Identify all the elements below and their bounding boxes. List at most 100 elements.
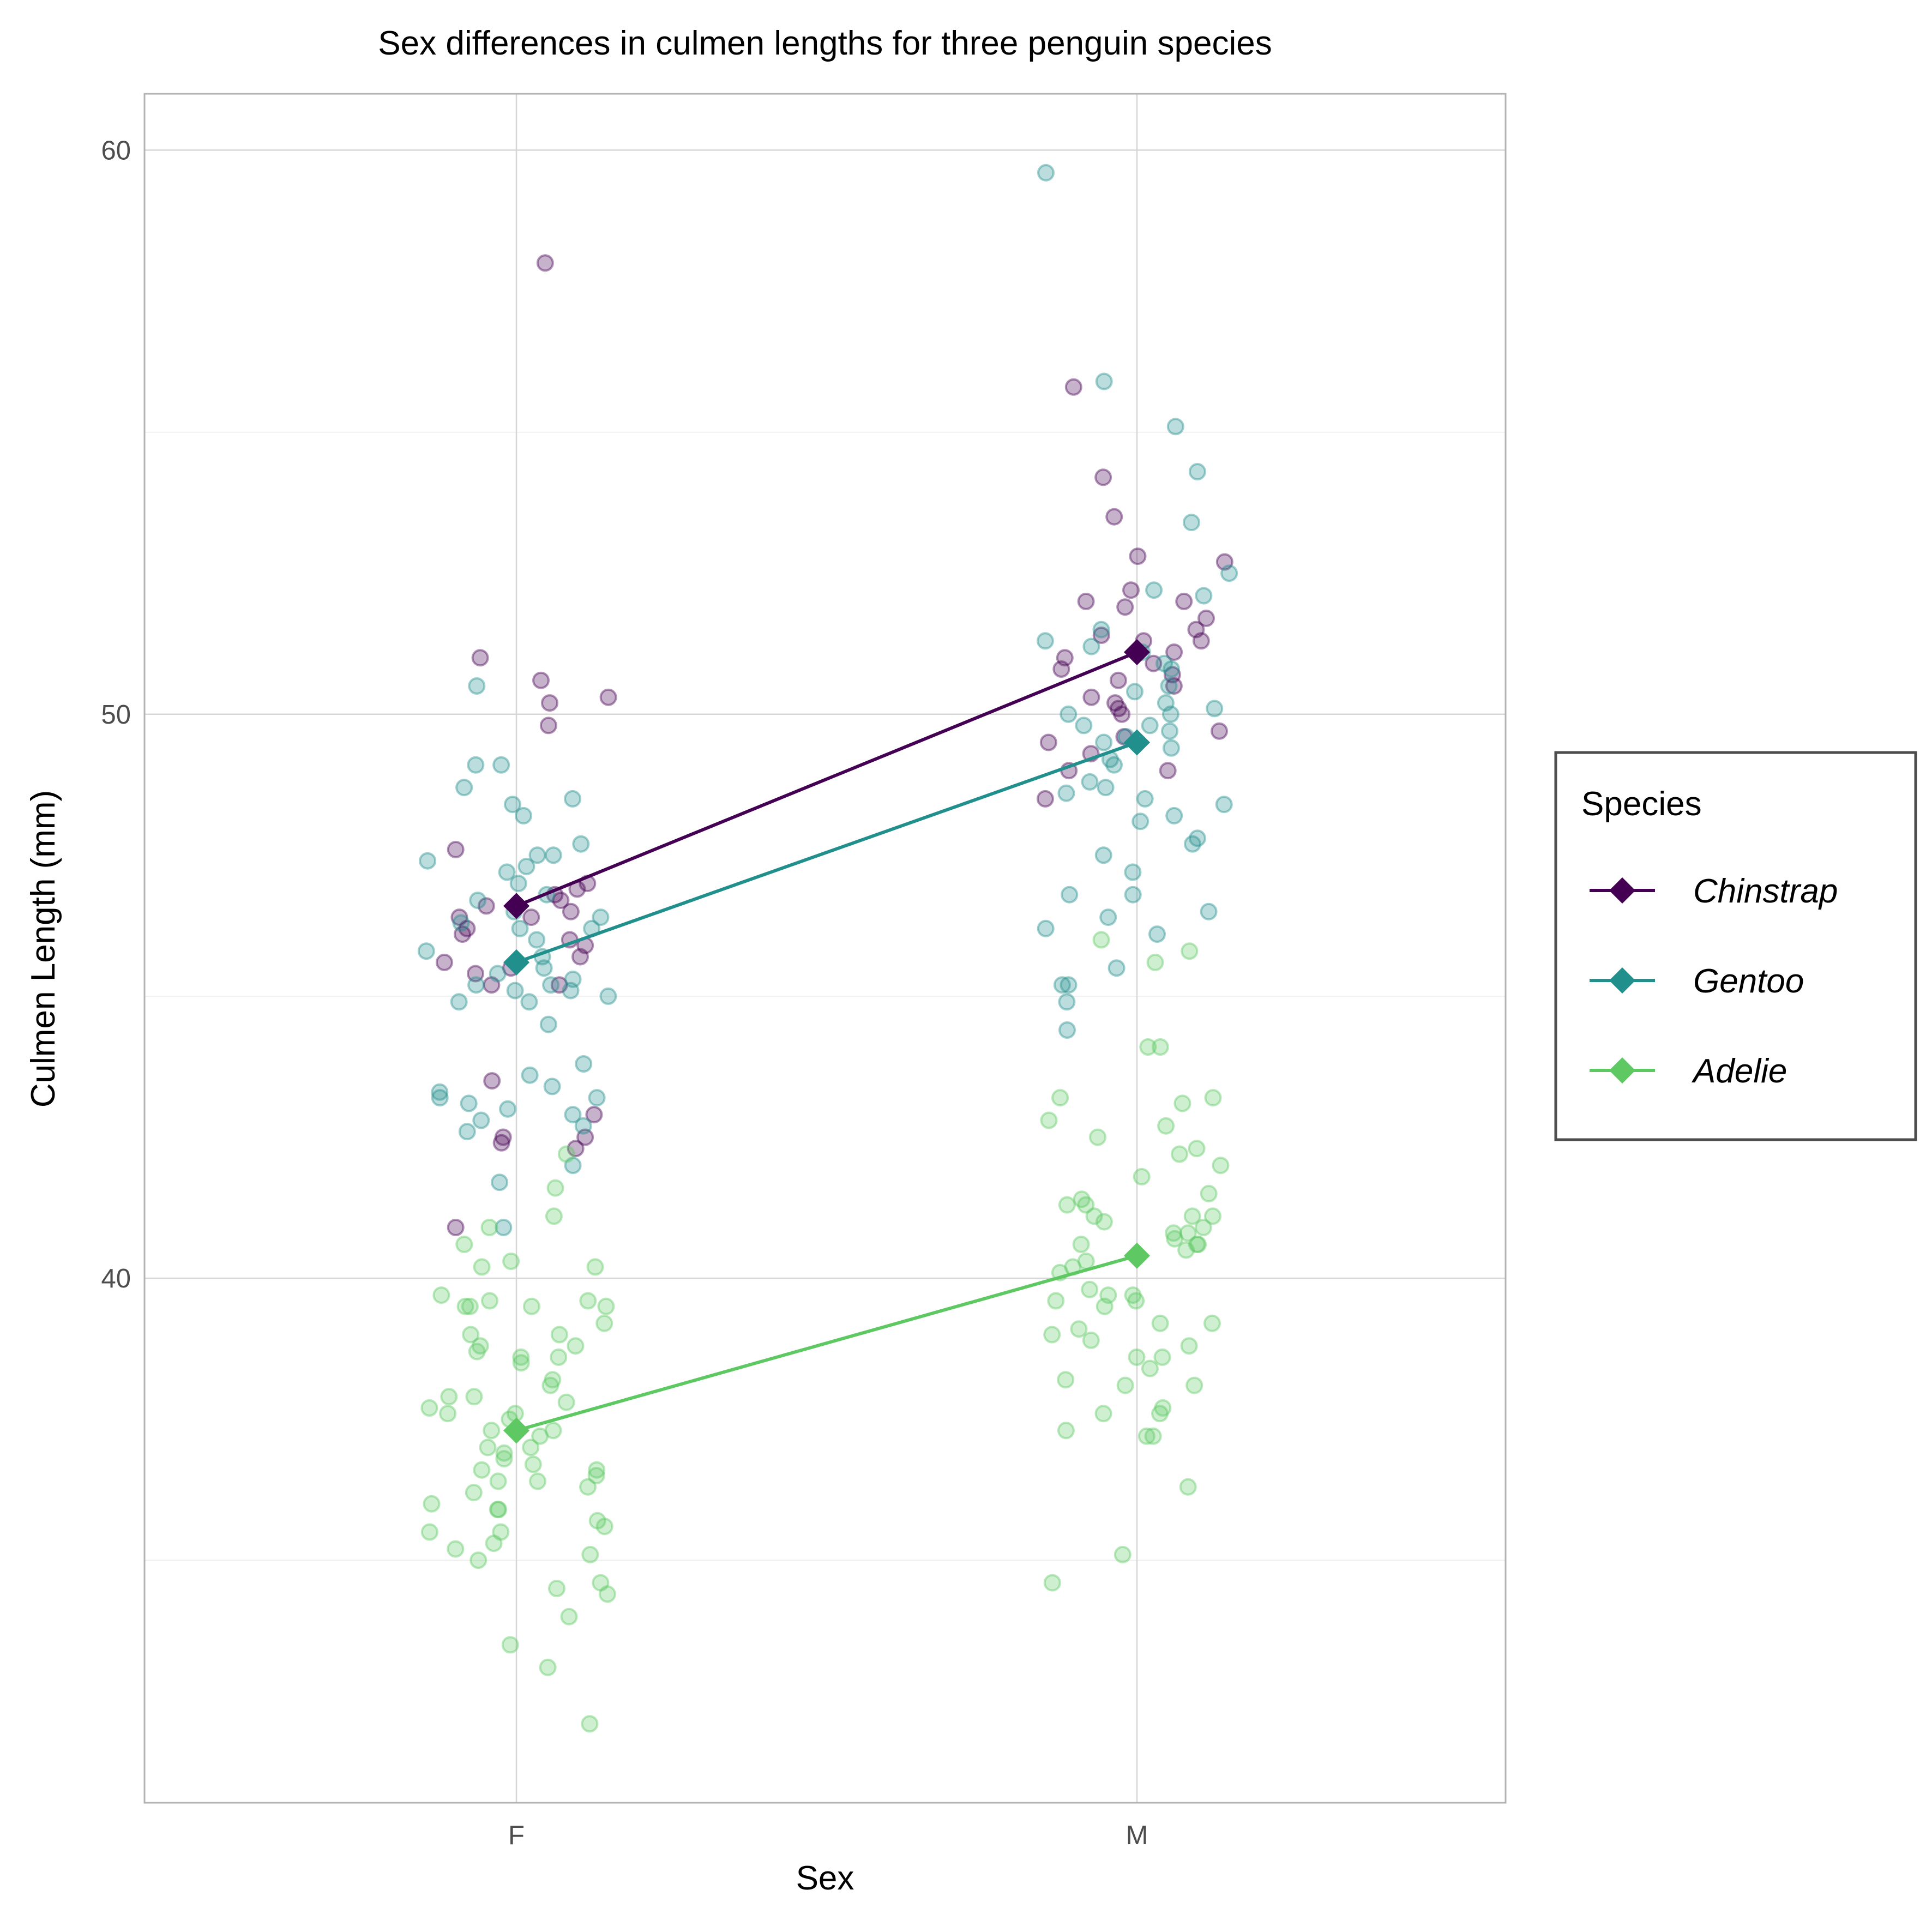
- point-adelie-F: [579, 1478, 597, 1496]
- point-adelie-F: [522, 1297, 540, 1315]
- point-gentoo-F: [528, 931, 546, 949]
- point-gentoo-F: [599, 987, 617, 1005]
- panel-border: [143, 93, 1507, 1804]
- point-adelie-M: [1072, 1236, 1090, 1253]
- point-chinstrap-F: [450, 908, 468, 926]
- point-chinstrap-M: [1159, 762, 1177, 780]
- point-gentoo-M: [1094, 846, 1112, 864]
- point-chinstrap-M: [1116, 598, 1134, 616]
- point-adelie-F: [423, 1495, 441, 1513]
- point-chinstrap-F: [447, 1219, 465, 1236]
- point-chinstrap-F: [492, 1134, 510, 1152]
- point-adelie-F: [447, 1540, 465, 1558]
- point-adelie-M: [1157, 1117, 1175, 1135]
- point-adelie-M: [1151, 1038, 1169, 1056]
- point-adelie-M: [1144, 1427, 1162, 1445]
- point-chinstrap-M: [1082, 688, 1100, 706]
- point-gentoo-M: [1220, 564, 1238, 582]
- point-adelie-M: [1096, 1297, 1114, 1315]
- point-adelie-M: [1203, 1314, 1221, 1332]
- point-gentoo-M: [1061, 886, 1079, 904]
- point-gentoo-F: [468, 677, 486, 695]
- mean-marker-gentoo-M: [1124, 729, 1150, 756]
- point-adelie-M: [1070, 1320, 1088, 1338]
- point-chinstrap-M: [1113, 705, 1131, 723]
- point-chinstrap-F: [435, 953, 453, 971]
- point-adelie-M: [1057, 1422, 1075, 1440]
- point-gentoo-M: [1161, 705, 1179, 723]
- point-adelie-F: [529, 1472, 546, 1490]
- point-adelie-F: [483, 1422, 501, 1440]
- point-gentoo-F: [517, 858, 535, 875]
- point-adelie-F: [550, 1326, 568, 1344]
- point-adelie-F: [567, 1337, 585, 1355]
- point-adelie-F: [473, 1461, 491, 1479]
- point-adelie-F: [470, 1551, 487, 1569]
- point-adelie-F: [512, 1348, 530, 1366]
- point-chinstrap-M: [1077, 592, 1095, 610]
- legend-label-gentoo: Gentoo: [1693, 962, 1804, 1000]
- point-gentoo-M: [1163, 660, 1181, 678]
- point-adelie-M: [1139, 1038, 1157, 1056]
- point-gentoo-M: [1183, 514, 1200, 532]
- point-gentoo-F: [467, 756, 485, 774]
- point-adelie-F: [588, 1512, 606, 1530]
- point-adelie-M: [1051, 1089, 1069, 1107]
- point-adelie-F: [598, 1585, 616, 1603]
- point-adelie-M: [1043, 1574, 1061, 1592]
- point-gentoo-F: [472, 1111, 490, 1129]
- point-gentoo-M: [1124, 863, 1142, 881]
- point-adelie-F: [502, 1253, 520, 1270]
- point-gentoo-F: [509, 875, 527, 893]
- mean-marker-gentoo-F: [503, 949, 529, 976]
- point-chinstrap-F: [522, 908, 540, 926]
- point-chinstrap-M: [1175, 592, 1193, 610]
- point-adelie-F: [468, 1343, 486, 1361]
- point-gentoo-M: [1188, 463, 1206, 480]
- point-gentoo-F: [506, 982, 524, 1000]
- point-gentoo-M: [1155, 654, 1173, 672]
- point-gentoo-F: [431, 1089, 449, 1107]
- point-adelie-F: [439, 1405, 457, 1423]
- point-chinstrap-M: [1192, 632, 1210, 650]
- point-gentoo-M: [1082, 637, 1100, 655]
- point-adelie-F: [597, 1297, 615, 1315]
- point-adelie-F: [545, 1207, 563, 1225]
- point-chinstrap-F: [494, 1128, 512, 1146]
- point-gentoo-M: [1148, 925, 1166, 943]
- point-gentoo-F: [417, 942, 435, 960]
- point-chinstrap-F: [458, 919, 476, 937]
- point-gentoo-M: [1160, 677, 1178, 695]
- point-adelie-F: [465, 1388, 483, 1406]
- point-adelie-M: [1137, 1427, 1155, 1445]
- point-adelie-F: [546, 1179, 564, 1197]
- point-gentoo-M: [1184, 835, 1201, 853]
- point-adelie-M: [1085, 1207, 1103, 1225]
- point-adelie-F: [489, 1472, 507, 1490]
- point-chinstrap-F: [483, 976, 501, 994]
- point-adelie-M: [1141, 1359, 1159, 1377]
- point-gentoo-M: [1060, 705, 1078, 723]
- point-adelie-M: [1200, 1184, 1218, 1202]
- point-adelie-F: [531, 1427, 549, 1445]
- point-gentoo-F: [419, 852, 437, 870]
- point-adelie-M: [1154, 1399, 1172, 1417]
- point-adelie-M: [1212, 1157, 1230, 1175]
- legend-items: Chinstrap Gentoo Adelie: [1590, 872, 1838, 1090]
- point-gentoo-M: [1097, 779, 1115, 797]
- y-tick-label: 60: [101, 136, 131, 165]
- point-adelie-F: [465, 1484, 483, 1502]
- point-adelie-F: [524, 1455, 542, 1473]
- x-tick-label: F: [508, 1821, 525, 1850]
- point-adelie-M: [1077, 1196, 1095, 1214]
- legend-label-adelie: Adelie: [1691, 1052, 1787, 1090]
- point-chinstrap-M: [1094, 468, 1112, 486]
- point-adelie-M: [1116, 1376, 1134, 1394]
- point-adelie-F: [473, 1258, 491, 1276]
- point-gentoo-M: [1145, 581, 1163, 599]
- point-adelie-M: [1166, 1230, 1184, 1248]
- point-chinstrap-F: [550, 976, 568, 994]
- point-gentoo-F: [535, 959, 553, 977]
- point-adelie-M: [1179, 1224, 1197, 1242]
